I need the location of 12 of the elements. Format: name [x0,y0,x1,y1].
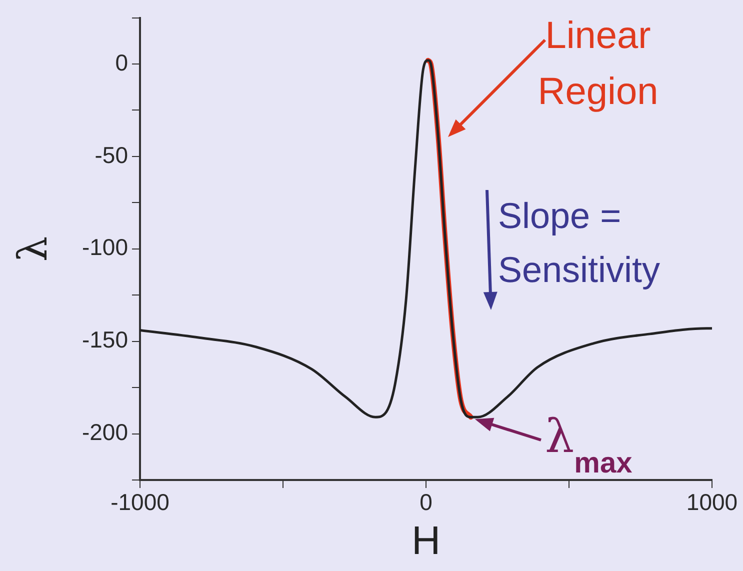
x-tick-label: 1000 [686,489,738,516]
y-tick-label: -50 [94,142,128,168]
y-tick-label: -150 [82,326,128,353]
x-axis-title: H [412,519,440,564]
annotation: Linear Region [538,15,658,113]
y-axis-title: λ [10,236,56,262]
y-tick-label: -200 [82,419,128,446]
annotation: Slope = Sensitivity [498,195,660,290]
x-tick-label: 0 [420,489,432,516]
y-tick-label: 0 [115,49,128,76]
x-tick-label: -1000 [110,489,170,516]
y-tick-label: -100 [82,234,128,260]
